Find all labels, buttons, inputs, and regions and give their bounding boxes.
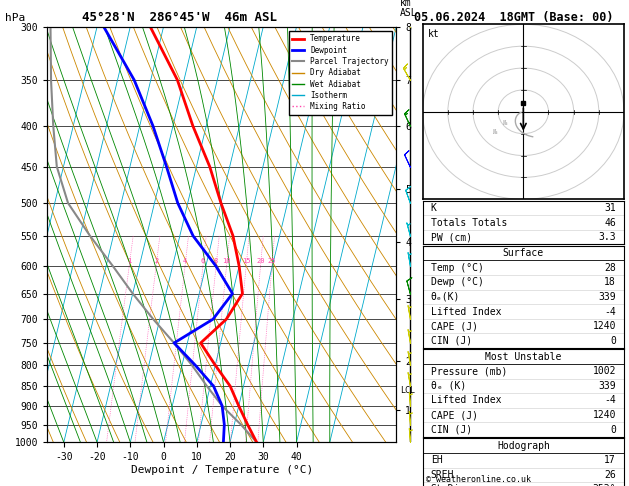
- Text: 46: 46: [604, 218, 616, 227]
- Text: LCL: LCL: [400, 386, 415, 395]
- Text: -4: -4: [604, 307, 616, 316]
- Text: K: K: [431, 203, 437, 213]
- Text: km
ASL: km ASL: [400, 0, 418, 18]
- Text: 1240: 1240: [593, 410, 616, 420]
- Text: 353°: 353°: [593, 485, 616, 486]
- Text: 26: 26: [604, 470, 616, 480]
- Text: Pressure (mb): Pressure (mb): [431, 366, 507, 376]
- Text: -4: -4: [604, 396, 616, 405]
- Text: CIN (J): CIN (J): [431, 425, 472, 434]
- Text: 339: 339: [598, 292, 616, 302]
- Text: Lifted Index: Lifted Index: [431, 307, 501, 316]
- Text: 2: 2: [154, 258, 159, 264]
- Text: SREH: SREH: [431, 470, 454, 480]
- Text: Lifted Index: Lifted Index: [431, 396, 501, 405]
- Text: 10: 10: [222, 258, 231, 264]
- Text: Dewp (°C): Dewp (°C): [431, 278, 484, 287]
- Text: 18: 18: [604, 278, 616, 287]
- Text: CAPE (J): CAPE (J): [431, 410, 478, 420]
- Text: 4: 4: [183, 258, 187, 264]
- Text: EH: EH: [431, 455, 442, 465]
- Text: Totals Totals: Totals Totals: [431, 218, 507, 227]
- Text: 0: 0: [610, 336, 616, 346]
- Text: 6: 6: [201, 258, 205, 264]
- Text: PW (cm): PW (cm): [431, 232, 472, 242]
- Text: CIN (J): CIN (J): [431, 336, 472, 346]
- Text: 05.06.2024  18GMT (Base: 00): 05.06.2024 18GMT (Base: 00): [414, 12, 613, 24]
- Text: © weatheronline.co.uk: © weatheronline.co.uk: [426, 474, 531, 484]
- Text: θₑ (K): θₑ (K): [431, 381, 466, 391]
- X-axis label: Dewpoint / Temperature (°C): Dewpoint / Temperature (°C): [131, 465, 313, 475]
- Text: Most Unstable: Most Unstable: [485, 352, 562, 362]
- Text: 28: 28: [604, 263, 616, 273]
- Text: 25: 25: [268, 258, 276, 264]
- Text: Hodograph: Hodograph: [497, 441, 550, 451]
- Text: 17: 17: [604, 455, 616, 465]
- Text: 339: 339: [598, 381, 616, 391]
- Text: 15: 15: [242, 258, 250, 264]
- Text: 0: 0: [610, 425, 616, 434]
- Text: Temp (°C): Temp (°C): [431, 263, 484, 273]
- Text: 31: 31: [604, 203, 616, 213]
- Text: 3.3: 3.3: [598, 232, 616, 242]
- Text: 20: 20: [256, 258, 265, 264]
- Text: №: №: [493, 129, 498, 135]
- Text: θₑ(K): θₑ(K): [431, 292, 460, 302]
- Text: 8: 8: [214, 258, 218, 264]
- Text: 1002: 1002: [593, 366, 616, 376]
- Text: Surface: Surface: [503, 248, 544, 258]
- Text: kt: kt: [428, 29, 440, 39]
- Text: 45°28'N  286°45'W  46m ASL: 45°28'N 286°45'W 46m ASL: [82, 12, 277, 24]
- Text: StmDir: StmDir: [431, 485, 466, 486]
- Legend: Temperature, Dewpoint, Parcel Trajectory, Dry Adiabat, Wet Adiabat, Isotherm, Mi: Temperature, Dewpoint, Parcel Trajectory…: [289, 31, 392, 115]
- Text: №: №: [503, 120, 508, 126]
- Text: 1: 1: [127, 258, 131, 264]
- Text: 1240: 1240: [593, 321, 616, 331]
- Text: CAPE (J): CAPE (J): [431, 321, 478, 331]
- Text: hPa: hPa: [5, 13, 26, 22]
